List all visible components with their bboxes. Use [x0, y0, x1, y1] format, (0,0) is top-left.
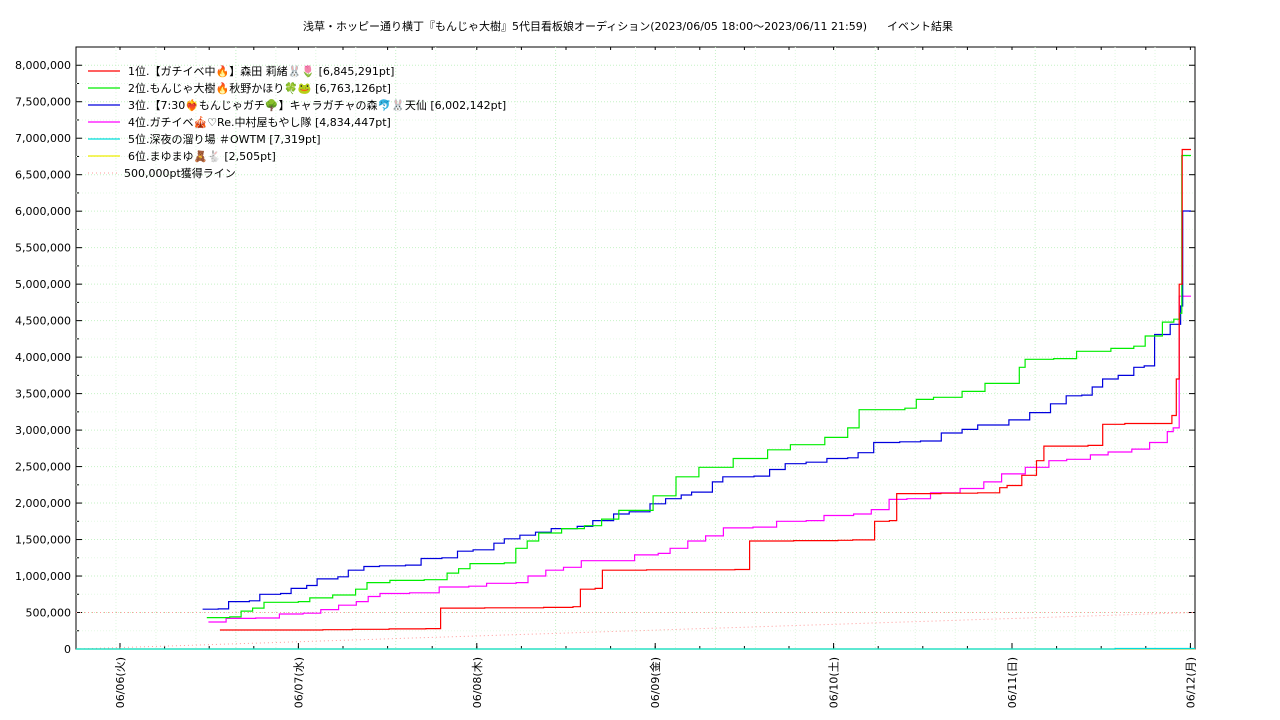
reference-ramp-line	[75, 612, 1196, 650]
y-tick-label: 6,500,000	[15, 169, 71, 182]
legend-label: 4位.ガチイベ🎪♡Re.中村屋もやし隊 [4,834,447pt]	[128, 115, 391, 129]
y-tick-label: 6,000,000	[15, 205, 71, 218]
y-tick-label: 1,000,000	[15, 570, 71, 583]
y-tick-label: 500,000	[26, 607, 72, 620]
y-tick-label: 4,000,000	[15, 351, 71, 364]
y-tick-label: 5,500,000	[15, 242, 71, 255]
chart-legend: 1位.【ガチイベ中🔥】森田 莉緒🐰🌷 [6,845,291pt] 2位.もんじゃ大…	[88, 64, 506, 180]
x-tick-label: 06/10(土)	[828, 657, 841, 708]
y-tick-label: 2,500,000	[15, 461, 71, 474]
y-tick-label: 7,500,000	[15, 96, 71, 109]
x-tick-label: 06/09(金)	[648, 657, 662, 708]
series-line-4	[208, 295, 1191, 623]
y-tick-label: 3,000,000	[15, 424, 71, 437]
legend-label-reference: 500,000pt獲得ライン	[124, 167, 236, 180]
x-tick-label: 06/12(月)	[1184, 657, 1197, 708]
y-tick-label: 7,000,000	[15, 132, 71, 145]
legend-label: 3位.【7:30❤️‍🔥もんじゃガチ🌳】キャラガチャの森🐬🐰天仙 [6,002,…	[128, 98, 506, 112]
series-line-2	[206, 154, 1191, 619]
y-tick-label: 0	[64, 643, 71, 656]
chart-title-result: イベント結果	[887, 19, 953, 33]
x-tick-label: 06/08(木)	[471, 657, 484, 708]
plot-area: 06/06(火) 06/07(水) 06/08(木) 06/09(金) 06/10(土)…	[15, 46, 1197, 708]
y-tick-label: 1,500,000	[15, 534, 71, 547]
y-tick-label: 2,000,000	[15, 497, 71, 510]
y-tick-label: 5,000,000	[15, 278, 71, 291]
chart-title: 浅草・ホッピー通り横丁『もんじゃ大樹』5代目看板娘オーディション(2023/06…	[303, 19, 867, 33]
series-line-1	[219, 148, 1191, 631]
y-tick-label: 3,500,000	[15, 388, 71, 401]
x-tick-label: 06/07(水)	[292, 657, 305, 708]
y-tick-label: 4,500,000	[15, 315, 71, 328]
series-line-5	[76, 647, 1195, 650]
legend-label: 5位.深夜の溜り場 ＃OWTM [7,319pt]	[128, 132, 321, 146]
legend-label: 2位.もんじゃ大樹🔥秋野かほり🍀🐸 [6,763,126pt]	[128, 81, 391, 95]
legend-label: 1位.【ガチイベ中🔥】森田 莉緒🐰🌷 [6,845,291pt]	[128, 64, 394, 78]
legend-label: 6位.まゆまゆ🧸🐇 [2,505pt]	[128, 149, 276, 163]
y-tick-label: 8,000,000	[15, 59, 71, 72]
x-tick-label: 06/11(日)	[1006, 657, 1019, 708]
series-line-3	[202, 210, 1191, 610]
x-tick-label: 06/06(火)	[114, 657, 127, 708]
